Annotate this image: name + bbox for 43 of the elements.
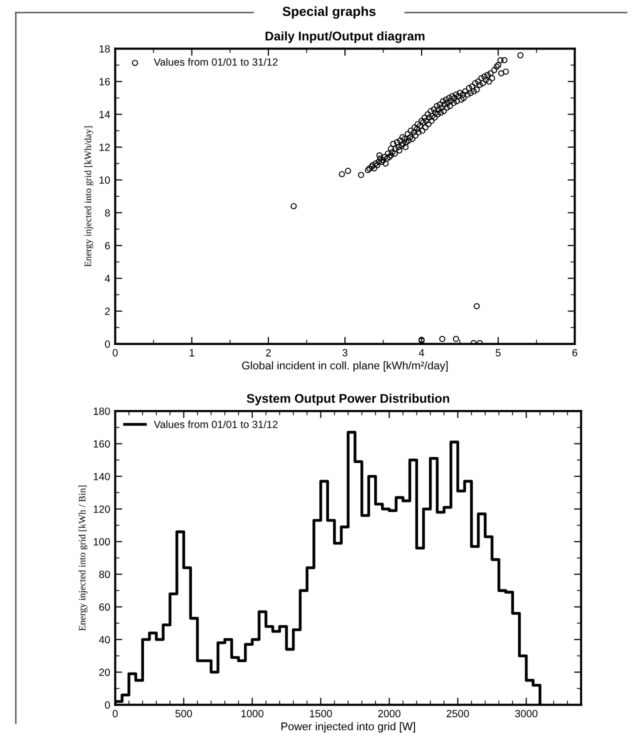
y-tick-label: 10 — [100, 176, 110, 184]
y-axis-title: Energy injected into grid [kWh / Bin] — [78, 486, 88, 631]
x-tick-label: 1500 — [310, 710, 332, 718]
y-tick-label: 20 — [99, 668, 110, 676]
y-tick-label: 120 — [94, 505, 110, 513]
x-tick-label: 2000 — [378, 710, 400, 718]
x-tick-label: 3 — [342, 349, 348, 356]
y-axis-title: Energy injected into grid [kWh/day] — [84, 126, 94, 267]
y-tick-label: 140 — [94, 472, 110, 480]
y-tick-label: 6 — [105, 242, 110, 250]
y-tick-label: 2 — [105, 308, 110, 315]
x-tick-label: 3000 — [515, 710, 538, 718]
y-tick-label: 4 — [104, 274, 110, 282]
legend-label: Values from 01/01 to 31/12 — [154, 58, 278, 66]
legend-label: Values from 01/01 to 31/12 — [154, 420, 278, 428]
x-tick-label: 6 — [572, 349, 578, 356]
y-tick-label: 100 — [94, 538, 110, 546]
x-tick-label: 2 — [266, 349, 271, 356]
chart-title: System Output Power Distribution — [246, 394, 450, 406]
x-tick-label: 0 — [112, 349, 118, 356]
y-tick-label: 18 — [100, 45, 110, 53]
x-tick-label: 2500 — [446, 710, 469, 718]
y-tick-label: 180 — [94, 408, 110, 415]
x-tick-label: 500 — [175, 710, 192, 718]
y-tick-label: 40 — [99, 636, 110, 644]
x-tick-label: 4 — [418, 349, 424, 356]
x-axis-title: Global incident in coll. plane [kWh/m²/day] — [242, 361, 448, 372]
y-tick-label: 16 — [100, 78, 110, 86]
text: Special graphs — [282, 6, 376, 19]
x-tick-label: 0 — [112, 710, 118, 718]
y-tick-label: 14 — [100, 110, 110, 118]
x-tick-label: 5 — [496, 349, 501, 356]
y-tick-label: 12 — [100, 144, 110, 151]
y-tick-label: 0 — [104, 340, 110, 348]
y-tick-label: 8 — [105, 209, 110, 217]
x-tick-label: 1 — [190, 349, 194, 356]
x-tick-label: 1000 — [241, 710, 264, 718]
chart-title: Daily Input/Output diagram — [266, 31, 424, 44]
y-tick-label: 160 — [94, 440, 110, 448]
y-tick-label: 0 — [104, 701, 110, 709]
y-tick-label: 60 — [99, 603, 110, 611]
x-axis-title: Power injected into grid [W] — [281, 722, 415, 732]
y-tick-label: 80 — [99, 570, 110, 578]
